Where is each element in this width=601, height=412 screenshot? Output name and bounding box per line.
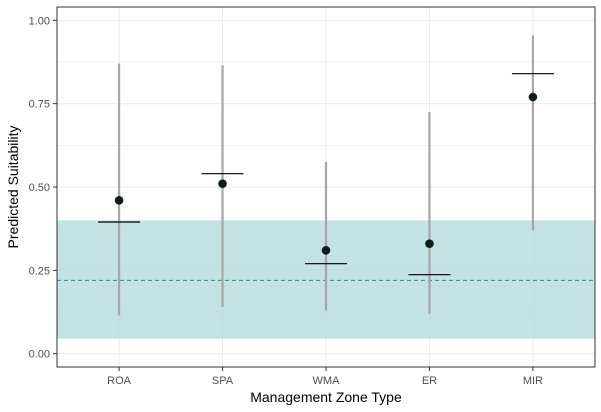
y-tick-label: 1.00 — [29, 15, 50, 27]
y-tick-label: 0.00 — [29, 349, 50, 361]
x-tick-label: ER — [422, 375, 437, 387]
x-tick-label: ROA — [107, 375, 132, 387]
point-layer — [114, 92, 538, 255]
interval-layer — [117, 35, 535, 316]
x-tick-label: MIR — [523, 375, 543, 387]
point-wma — [321, 246, 331, 255]
point-spa — [218, 179, 227, 188]
y-tick-label: 0.50 — [29, 182, 50, 194]
x-tick-label: WMA — [313, 375, 341, 387]
x-axis-title: Management Zone Type — [250, 389, 402, 405]
y-axis-ticks: 0.00 0.25 0.50 0.75 1.00 — [29, 15, 57, 361]
y-axis-title: Predicted Suitability — [5, 126, 21, 249]
x-tick-label: SPA — [212, 375, 234, 387]
point-er — [425, 239, 434, 248]
y-tick-label: 0.75 — [29, 99, 50, 111]
y-tick-label: 0.25 — [29, 265, 50, 277]
point-roa — [114, 196, 124, 205]
x-axis-ticks: ROA SPA WMA ER MIR — [107, 367, 543, 387]
point-mir — [528, 92, 538, 102]
segment-layer — [98, 73, 554, 276]
